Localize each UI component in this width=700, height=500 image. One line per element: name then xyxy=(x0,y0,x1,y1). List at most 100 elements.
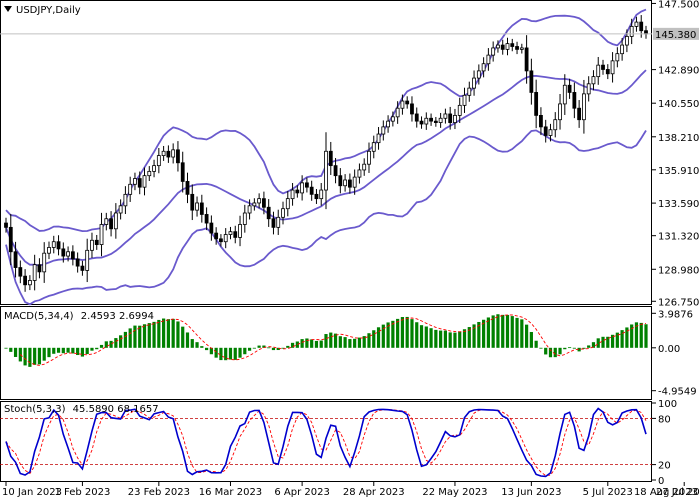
candle-body xyxy=(558,103,562,121)
macd-bar xyxy=(23,347,27,366)
candle-body xyxy=(519,47,524,50)
macd-bar xyxy=(80,347,85,357)
triangle-down-icon[interactable] xyxy=(4,6,12,12)
candle-body xyxy=(276,216,281,228)
candle-body xyxy=(601,64,605,70)
candle-body xyxy=(448,113,453,123)
macd-bar xyxy=(572,347,576,349)
candle-body xyxy=(505,43,510,50)
candle-body xyxy=(75,258,80,267)
macd-bar xyxy=(209,347,213,355)
macd-bar xyxy=(171,318,175,348)
macd-bar xyxy=(128,328,132,348)
macd-bar xyxy=(582,347,586,349)
macd-bar xyxy=(376,327,381,348)
macd-bar xyxy=(333,333,338,348)
candle-body xyxy=(381,126,386,135)
candle-body xyxy=(195,202,199,211)
macd-bar xyxy=(4,347,8,349)
macd-bar xyxy=(458,331,462,348)
macd-bar xyxy=(515,317,519,348)
candle-body xyxy=(582,93,586,121)
macd-bar xyxy=(424,326,428,348)
macd-bar xyxy=(76,347,80,356)
macd-bar xyxy=(439,330,443,348)
candle-body xyxy=(171,149,176,158)
candle-body xyxy=(309,186,314,195)
macd-bar xyxy=(448,332,452,348)
candle-body xyxy=(180,162,185,182)
macd-bar xyxy=(37,347,42,365)
macd-bar xyxy=(166,319,170,348)
candle-body xyxy=(429,117,433,122)
candle-body xyxy=(281,208,285,218)
stochastic-lines xyxy=(0,407,652,478)
candle-body xyxy=(615,53,620,62)
macd-bar xyxy=(238,347,242,358)
candle-body xyxy=(343,179,348,187)
macd-bar xyxy=(367,333,371,348)
macd-bar xyxy=(587,345,591,348)
macd-bar xyxy=(467,327,471,348)
macd-tick-label: 3.9876 xyxy=(658,309,693,320)
candle-body xyxy=(467,87,472,96)
candle-body xyxy=(204,214,209,224)
candle-body xyxy=(424,117,429,125)
macd-bar xyxy=(314,340,319,348)
macd-bar xyxy=(400,317,405,348)
macd-bar xyxy=(548,347,553,358)
macd-axis: 3.9876 0.00 -4.9549 xyxy=(652,309,697,398)
macd-bar xyxy=(563,347,567,350)
macd-bar xyxy=(219,347,223,361)
candle-body xyxy=(166,150,171,158)
candle-body xyxy=(152,165,156,172)
candle-body xyxy=(362,163,367,171)
macd-bar xyxy=(577,347,581,352)
current-price-badge xyxy=(653,27,699,40)
macd-bar xyxy=(295,341,299,348)
macd-bar xyxy=(42,347,46,361)
chart-title: USDJPY,Daily xyxy=(16,5,81,16)
candle-body xyxy=(390,116,395,122)
price-tick-label: 138.210 xyxy=(658,133,699,144)
candle-body xyxy=(42,252,47,273)
macd-bar xyxy=(529,331,533,348)
candle-body xyxy=(328,150,333,167)
current-price-label: 145.380 xyxy=(655,30,696,41)
macd-bar xyxy=(123,331,128,348)
macd-bar xyxy=(434,329,438,348)
macd-bar xyxy=(319,340,323,348)
candle-body xyxy=(233,231,238,238)
macd-bar xyxy=(415,322,419,348)
time-tick-label: 1 Feb 2023 xyxy=(54,487,110,498)
candle-body xyxy=(500,44,505,50)
macd-bar xyxy=(310,339,314,348)
candle-body xyxy=(476,70,481,79)
candle-body xyxy=(496,44,500,49)
macd-bar xyxy=(634,322,639,348)
macd-tick-label: -4.9549 xyxy=(658,387,697,398)
candle-body xyxy=(624,36,629,46)
candle-body xyxy=(634,21,639,27)
candle-body xyxy=(70,251,75,260)
macd-bar xyxy=(405,316,409,348)
macd-bar xyxy=(61,347,65,354)
stoch-tick-label: 100 xyxy=(658,399,677,410)
stoch-axis: 100 80 20 0 xyxy=(652,399,677,487)
macd-bar xyxy=(324,334,328,348)
macd-bar xyxy=(443,330,448,348)
macd-bar xyxy=(429,328,433,348)
macd-bar xyxy=(305,338,309,348)
time-tick-label: 18 Aug 2023 xyxy=(634,487,698,498)
macd-bar xyxy=(276,347,280,351)
candle-body xyxy=(524,47,529,72)
macd-bar xyxy=(28,347,32,367)
macd-bar xyxy=(553,347,557,358)
candle-body xyxy=(113,212,118,230)
macd-bar xyxy=(491,315,495,348)
macd-bar xyxy=(286,345,290,348)
price-pane-frame xyxy=(0,0,652,305)
macd-bar xyxy=(410,319,414,348)
